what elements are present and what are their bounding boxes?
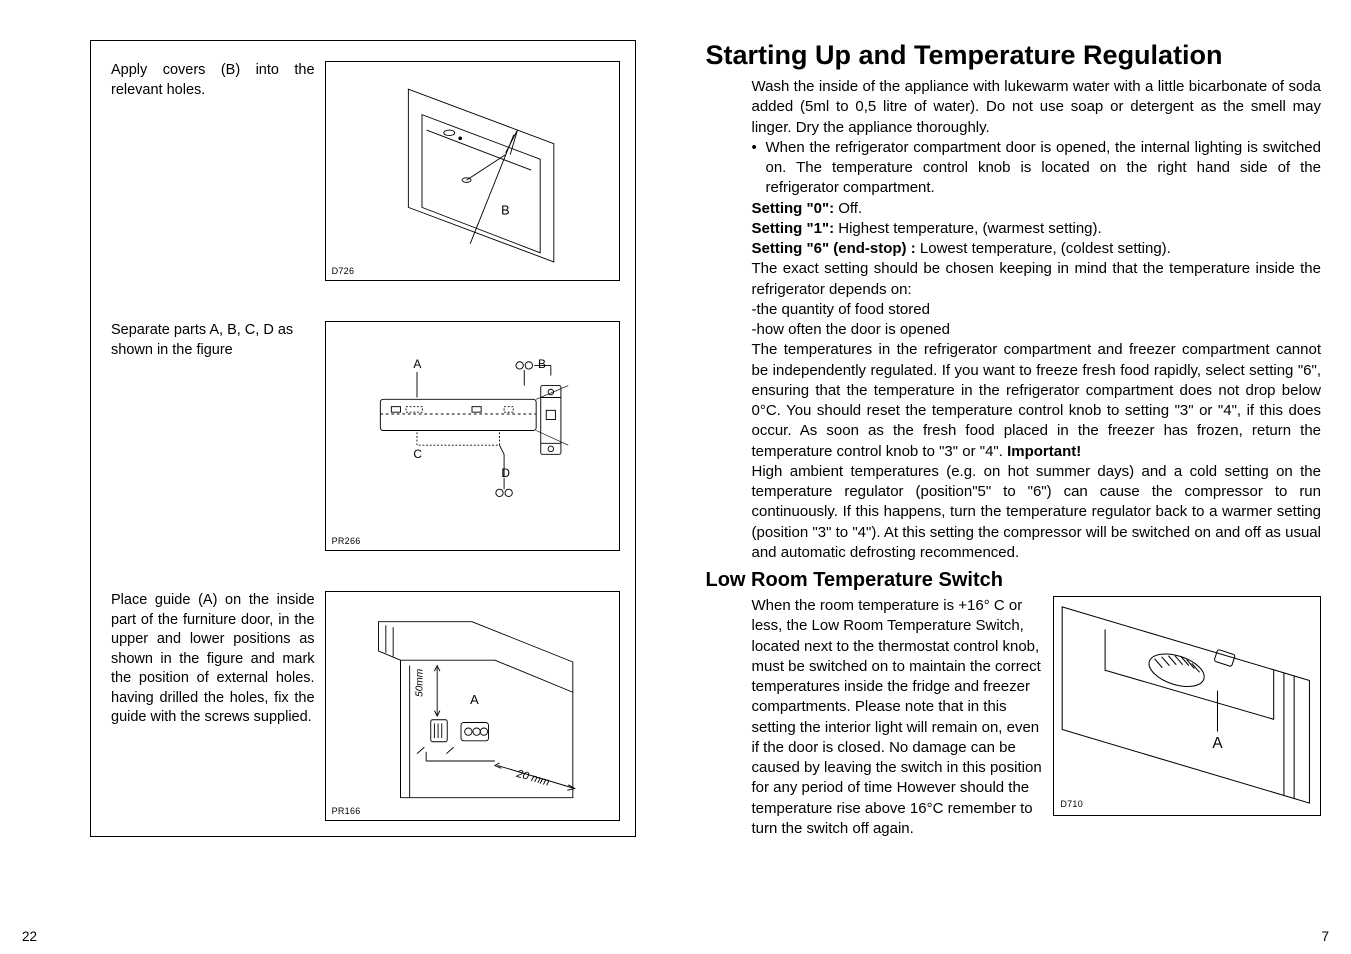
temps-paragraph: The temperatures in the refrigerator com… [752,340,1322,462]
high-ambient: High ambient temperatures (e.g. on hot s… [752,462,1322,563]
page-number-right: 7 [1321,929,1329,944]
depends-2: -how often the door is opened [752,320,1322,340]
depends-1: -the quantity of food stored [752,300,1322,320]
setting-0-label: Setting "0": [752,200,835,217]
switch-diagram: A [1054,597,1320,815]
label-d: D [501,466,510,480]
low-room-figure: A D710 [1053,596,1321,816]
bullet-lighting: When the refrigerator compartment door i… [752,138,1322,199]
guide-a-diagram: A 50mm 20 mm [362,601,582,811]
setting-6: Setting "6" (end-stop) : Lowest temperat… [752,239,1322,259]
setting-6-val: Lowest temperature, (coldest setting). [916,240,1171,257]
cover-b-diagram: B [372,71,572,271]
page-right: Starting Up and Temperature Regulation W… [676,0,1351,954]
heading-low-room: Low Room Temperature Switch [706,569,1322,592]
fig-ref-pr266: PR266 [332,536,361,546]
low-room-section: When the room temperature is +16° C or l… [752,596,1322,839]
heading-starting-up: Starting Up and Temperature Regulation [706,40,1322,71]
step-2: Separate parts A, B, C, D as shown in th… [111,321,620,551]
step-3-figure: A 50mm 20 mm PR166 [325,591,620,821]
step-1: Apply covers (B) into the relevant holes… [111,61,620,281]
step-3-text: Place guide (A) on the inside part of th… [111,591,325,728]
low-room-text: When the room temperature is +16° C or l… [752,596,1054,839]
step-3: Place guide (A) on the inside part of th… [111,591,620,821]
parts-abcd-diagram: A B C D [362,331,582,541]
setting-1-label: Setting "1": [752,220,835,237]
setting-0-val: Off. [834,200,862,217]
label-b: B [501,203,509,218]
setting-1: Setting "1": Highest temperature, (warme… [752,219,1322,239]
exact-setting: The exact setting should be chosen keepi… [752,259,1322,300]
label-50mm: 50mm [415,669,426,697]
fig-ref-d710: D710 [1060,799,1083,809]
label-b2: B [538,357,546,371]
step-1-text: Apply covers (B) into the relevant holes… [111,61,325,100]
intro-text: Wash the inside of the appliance with lu… [752,77,1322,138]
step-1-figure: B D726 [325,61,620,281]
setting-1-val: Highest temperature, (warmest setting). [834,220,1102,237]
step-2-figure: A B C D PR266 [325,321,620,551]
setting-0: Setting "0": Off. [752,199,1322,219]
setting-6-label: Setting "6" (end-stop) : [752,240,916,257]
important-label: Important! [1007,443,1081,460]
label-a-switch: A [1213,735,1224,752]
step-2-text: Separate parts A, B, C, D as shown in th… [111,321,325,360]
label-a3: A [470,692,479,707]
fig-ref-pr166: PR166 [332,806,361,816]
label-20mm: 20 mm [514,768,551,789]
page-left: Apply covers (B) into the relevant holes… [0,0,676,954]
label-a: A [413,357,421,371]
instruction-box: Apply covers (B) into the relevant holes… [90,40,636,837]
label-c: C [413,447,422,461]
fig-ref-d726: D726 [332,266,355,276]
page-number-left: 22 [22,929,37,944]
